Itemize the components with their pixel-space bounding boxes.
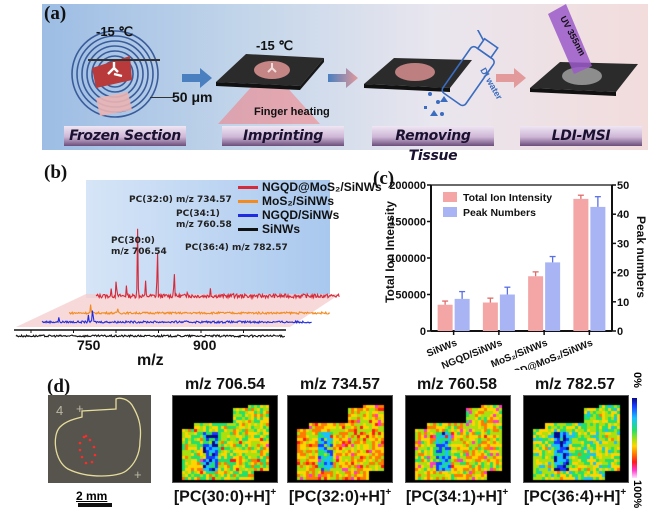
colorbar-max-label: 100% xyxy=(631,480,643,509)
spectrum-trace xyxy=(41,310,312,325)
peak-annotation-760: PC(34:1) m/z 760.58 xyxy=(176,209,232,230)
bar-peak-numbers xyxy=(454,298,470,331)
x-tick-750: 750 xyxy=(77,337,101,353)
legend-swatch xyxy=(238,200,258,204)
bar-peak-numbers xyxy=(545,262,561,331)
legend-item-mos2: MoS₂/SiNWs xyxy=(238,194,334,208)
bar-peak-numbers xyxy=(499,294,515,331)
y-tick-label: 0 xyxy=(420,326,426,338)
scale-bar xyxy=(78,503,112,507)
x-axis-label: m/z xyxy=(137,352,164,369)
arrow-icon xyxy=(328,68,358,88)
x-tick-900: 900 xyxy=(193,337,217,353)
legend-label: Total Ion Intensity xyxy=(463,192,552,204)
map-caption: [PC(34:1)+H]+ xyxy=(405,487,509,506)
y-tick-label: 100000 xyxy=(389,253,426,265)
spectra-floor xyxy=(16,294,340,327)
svg-text:4: 4 xyxy=(56,403,63,418)
step-label-imprinting: Imprinting xyxy=(222,126,344,146)
spectrum-trace xyxy=(15,333,285,339)
legend-label: Peak Numbers xyxy=(463,207,536,219)
imprint-slide xyxy=(216,54,324,124)
legend-swatch xyxy=(238,214,258,218)
panel-label-c: (c) xyxy=(373,168,395,189)
optical-image: 4 + + xyxy=(48,395,151,483)
map-caption: [PC(36:4)+H]+ xyxy=(523,487,627,506)
y2-tick-label: 20 xyxy=(617,268,629,280)
ion-image-782 xyxy=(523,395,629,483)
legend-label: SiNWs xyxy=(262,222,301,236)
y-tick-label: 150000 xyxy=(389,217,426,229)
map-title: m/z 760.58 xyxy=(416,376,498,393)
step-label-ldi-msi: LDI-MSI xyxy=(520,126,642,146)
peak-annotation-782: PC(36:4) m/z 782.57 xyxy=(185,243,288,253)
scale-bar-label: 2 mm xyxy=(76,489,108,503)
colorbar-min-label: 0% xyxy=(631,372,643,388)
y2-tick-label: 50 xyxy=(617,180,629,192)
svg-text:+: + xyxy=(76,401,84,416)
arrow-icon xyxy=(496,68,526,88)
bar-total-ion-intensity xyxy=(528,276,544,331)
tissue-icon xyxy=(92,56,132,88)
ldi-msi-illustration: UV 355nm xyxy=(530,4,638,96)
svg-text:+: + xyxy=(134,467,142,482)
spectrum-trace xyxy=(68,304,331,316)
y-tick-label: 200000 xyxy=(389,180,426,192)
y-tick-label: 50000 xyxy=(395,290,426,302)
mass-spectra-chart xyxy=(14,228,340,339)
panel-label-a: (a) xyxy=(44,3,67,24)
y2-tick-label: 0 xyxy=(617,326,623,338)
map-caption: [PC(30:0)+H]+ xyxy=(173,487,277,506)
legend-swatch xyxy=(238,228,258,232)
ion-image-706 xyxy=(172,395,278,483)
map-caption: [PC(32:0)+H]+ xyxy=(288,487,392,506)
ion-image-760 xyxy=(405,395,511,483)
bar-peak-numbers xyxy=(590,206,606,331)
legend-swatch xyxy=(443,207,457,217)
legend-label: MoS₂/SiNWs xyxy=(262,194,334,208)
legend-label: NGQD@MoS₂/SiNWs xyxy=(262,180,382,194)
workflow-panel: -15 ℃ 50 μm -15 ℃ Finger heating DI wate… xyxy=(42,4,648,164)
legend-item-ngqd: NGQD/SiNWs xyxy=(238,208,339,222)
legend-swatch xyxy=(238,186,258,190)
bar-total-ion-intensity xyxy=(482,302,498,331)
panel-label-d: (d) xyxy=(47,376,71,397)
map-title: m/z 734.57 xyxy=(299,376,381,393)
step-label-frozen-section: Frozen Section xyxy=(64,126,186,146)
legend-swatch xyxy=(443,192,457,202)
cryostat-disk-icon xyxy=(71,30,160,118)
legend-item-sinws: SiNWs xyxy=(238,222,300,236)
map-title: m/z 706.54 xyxy=(184,376,266,393)
y2-tick-label: 30 xyxy=(617,238,629,250)
map-title: m/z 782.57 xyxy=(534,376,616,393)
y-axis-label-right: Peak numbers xyxy=(634,215,648,299)
removing-tissue-illustration: DI water xyxy=(364,30,505,116)
bar-total-ion-intensity xyxy=(573,198,589,331)
legend-label: NGQD/SiNWs xyxy=(262,208,340,222)
uv-laser-beam xyxy=(548,4,592,74)
thickness-label: 50 μm xyxy=(172,89,213,105)
y-axis-label-left: Total Ion Intensity xyxy=(383,201,397,303)
step-label-removing-tissue: Removing Tissue xyxy=(372,126,494,164)
temperature-label-2: -15 ℃ xyxy=(256,38,294,53)
panel-label-b: (b) xyxy=(44,162,68,183)
spectra-backdrop xyxy=(86,180,330,298)
finger-heating-label: Finger heating xyxy=(254,106,330,118)
colorbar xyxy=(632,398,637,478)
temperature-label-1: -15 ℃ xyxy=(96,24,134,39)
spectrum-trace xyxy=(95,228,340,300)
legend-item-ngqd-mos2: NGQD@MoS₂/SiNWs xyxy=(238,180,382,194)
y2-tick-label: 10 xyxy=(617,297,629,309)
peak-annotation-706: PC(30:0) m/z 706.54 xyxy=(111,236,167,257)
bar-total-ion-intensity xyxy=(437,304,453,331)
arrow-icon xyxy=(182,68,212,88)
ion-intensity-bar-chart: 05000010000015000020000001020304050SiNWs… xyxy=(389,180,629,370)
y2-tick-label: 40 xyxy=(617,209,629,221)
ion-image-734 xyxy=(287,395,393,483)
peak-annotation-734: PC(32:0) m/z 734.57 xyxy=(129,195,232,205)
thickness-leader xyxy=(150,97,174,98)
